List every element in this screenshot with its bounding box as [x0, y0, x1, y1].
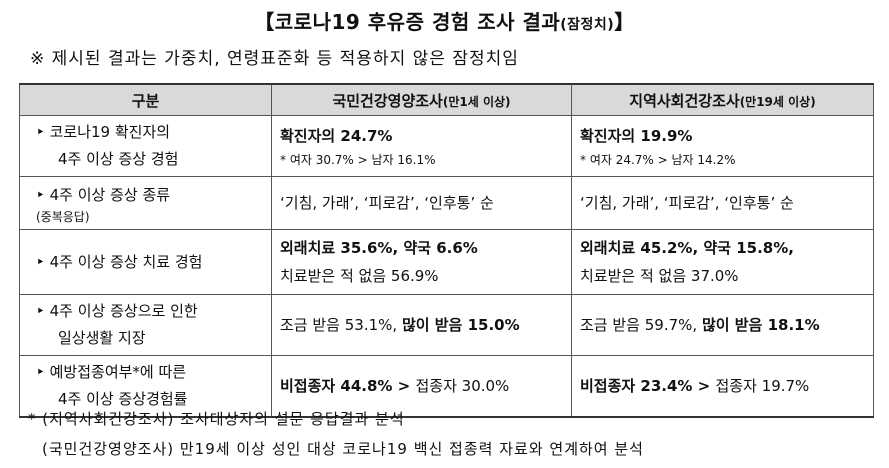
header-chs-main: 지역사회건강조사 — [629, 91, 740, 110]
header-category: 구분 — [19, 83, 272, 116]
footnote-2: (국민건강영양조사) 만19세 이상 성인 대상 코로나19 백신 접종력 자료… — [42, 440, 644, 458]
table-row: ‣ 예방접종여부*에 따른 4주 이상 증상경험률 비접종자 44.8% > 접… — [19, 355, 874, 418]
table-row: ‣ 4주 이상 증상으로 인한 일상생활 지장 조금 받음 53.1%, 많이 … — [19, 294, 874, 356]
row-label: ‣ 4주 이상 증상 치료 경험 — [19, 229, 272, 295]
cell-line2: 치료받은 적 없음 37.0% — [580, 267, 739, 285]
row-label: ‣ 4주 이상 증상 종류 (중복응답) — [19, 176, 272, 230]
title-provisional: (잠정치) — [560, 17, 615, 33]
cell-part-b: 접종자 19.7% — [715, 377, 810, 395]
cell-main: 확진자의 24.7% — [280, 127, 393, 145]
title-end: 】 — [614, 10, 635, 34]
row-label: ‣ 예방접종여부*에 따른 4주 이상 증상경험률 — [19, 355, 272, 418]
row-label-line1: ‣ 4주 이상 증상으로 인한 — [36, 302, 198, 320]
row-label-line2: 일상생활 지장 — [58, 329, 146, 347]
cell-line2: 치료받은 적 없음 56.9% — [280, 267, 439, 285]
cell-knhanes: ‘기침, 가래’, ‘피로감’, ‘인후통’ 순 — [271, 176, 572, 230]
cell-knhanes: 비접종자 44.8% > 접종자 30.0% — [271, 355, 572, 418]
row-label-line2: 4주 이상 증상 경험 — [58, 150, 179, 168]
header-chs-sub: (만19세 이상) — [739, 94, 816, 109]
cell-line1: 외래치료 45.2%, 약국 15.8%, — [580, 239, 794, 257]
cell-knhanes: 조금 받음 53.1%, 많이 받음 15.0% — [271, 294, 572, 356]
table-row: ‣ 코로나19 확진자의 4주 이상 증상 경험 확진자의 24.7% * 여자… — [19, 115, 874, 177]
cell-chs: 비접종자 23.4% > 접종자 19.7% — [571, 355, 874, 418]
header-knhanes-main: 국민건강영양조사 — [332, 91, 443, 110]
row-label-line1: ‣ 4주 이상 증상 종류 — [36, 185, 171, 204]
row-label: ‣ 4주 이상 증상으로 인한 일상생활 지장 — [19, 294, 272, 356]
note-text: ※ 제시된 결과는 가중치, 연령표준화 등 적용하지 않은 잠정치임 — [30, 49, 519, 69]
cell-part-b: 많이 받음 18.1% — [701, 316, 820, 334]
cell-chs: 외래치료 45.2%, 약국 15.8%, 치료받은 적 없음 37.0% — [571, 229, 874, 295]
cell-part-a: 조금 받음 59.7%, — [580, 316, 702, 334]
table-row: ‣ 4주 이상 증상 종류 (중복응답) ‘기침, 가래’, ‘피로감’, ‘인… — [19, 176, 874, 230]
row-label: ‣ 코로나19 확진자의 4주 이상 증상 경험 — [19, 115, 272, 177]
cell-sub: * 여자 30.7% > 남자 16.1% — [280, 153, 436, 167]
header-row: 구분 국민건강영양조사(만1세 이상) 지역사회건강조사(만19세 이상) — [19, 83, 874, 116]
cell-chs: 확진자의 19.9% * 여자 24.7% > 남자 14.2% — [571, 115, 874, 177]
cell-line1: 외래치료 35.6%, 약국 6.6% — [280, 239, 478, 257]
header-knhanes: 국민건강영양조사(만1세 이상) — [271, 83, 572, 116]
row-label-line1: ‣ 예방접종여부*에 따른 — [36, 363, 187, 381]
cell-part-b: 접종자 30.0% — [415, 377, 510, 395]
cell-chs: 조금 받음 59.7%, 많이 받음 18.1% — [571, 294, 874, 356]
cell-part-a: 비접종자 44.8% > — [280, 377, 416, 395]
table-row: ‣ 4주 이상 증상 치료 경험 외래치료 35.6%, 약국 6.6% 치료받… — [19, 229, 874, 295]
cell-part-a: 비접종자 23.4% > — [580, 377, 716, 395]
cell-main: 확진자의 19.9% — [580, 127, 693, 145]
cell-knhanes: 외래치료 35.6%, 약국 6.6% 치료받은 적 없음 56.9% — [271, 229, 572, 295]
cell-part-b: 많이 받음 15.0% — [401, 316, 520, 334]
page-title: 【코로나19 후유증 경험 조사 결과(잠정치)】 — [0, 6, 889, 35]
footnote-1: * (지역사회건강조사) 조사대상자의 설문 응답결과 분석 — [28, 410, 405, 428]
cell-knhanes: 확진자의 24.7% * 여자 30.7% > 남자 16.1% — [271, 115, 572, 177]
header-chs: 지역사회건강조사(만19세 이상) — [571, 83, 874, 116]
cell-chs: ‘기침, 가래’, ‘피로감’, ‘인후통’ 순 — [571, 176, 874, 230]
header-knhanes-sub: (만1세 이상) — [442, 94, 511, 109]
row-label-line1: ‣ 코로나19 확진자의 — [36, 123, 171, 141]
title-main: 【코로나19 후유증 경험 조사 결과 — [254, 10, 561, 34]
row-label-note: (중복응답) — [36, 209, 90, 224]
cell-part-a: 조금 받음 53.1%, — [280, 316, 402, 334]
row-label-line1: ‣ 4주 이상 증상 치료 경험 — [36, 252, 203, 271]
row-label-line2: 4주 이상 증상경험률 — [58, 390, 188, 408]
results-table: 구분 국민건강영양조사(만1세 이상) 지역사회건강조사(만19세 이상) ‣ … — [19, 83, 874, 418]
cell-sub: * 여자 24.7% > 남자 14.2% — [580, 153, 736, 167]
